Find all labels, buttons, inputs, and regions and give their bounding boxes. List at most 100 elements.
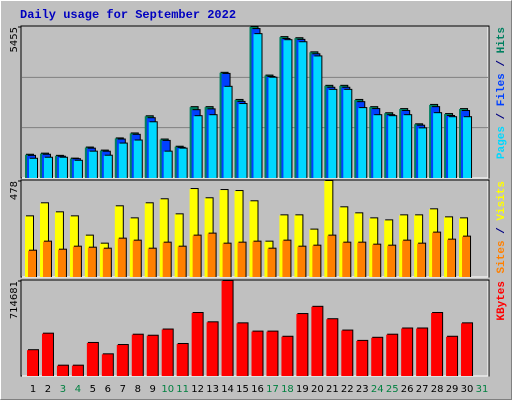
legend-separator: / [496,106,508,126]
bar [253,34,262,178]
bar [39,203,48,277]
bar [418,128,427,178]
bar [401,328,413,376]
x-tick-label: 17 [266,384,279,395]
bar [42,241,51,277]
bar [178,148,187,178]
x-tick-label: 20 [311,384,324,395]
bar [58,157,67,178]
bar [372,244,381,277]
bar [221,281,233,376]
bar [28,250,36,277]
bar [131,334,143,376]
x-tick-label: 12 [191,384,204,395]
bar [328,89,337,178]
bar [267,248,276,277]
x-tick-label: 24 [371,384,384,395]
bar [103,155,112,178]
x-tick-label: 26 [401,384,414,395]
bar [192,235,201,277]
x-tick-label: 8 [135,384,141,395]
x-tick-label: 30 [461,384,474,395]
bar [101,354,113,376]
x-tick-label: 31 [476,384,489,395]
x-tick-label: 27 [416,384,429,395]
bar [177,246,186,277]
bar [206,322,218,376]
x-tick-label: 1 [30,384,36,395]
legend: Sites / Visits [496,181,508,273]
bar [447,239,456,277]
bar [72,246,81,277]
bar [207,233,216,277]
bar [148,122,157,178]
x-tick-label: 10 [161,384,174,395]
bar [266,331,278,376]
bar [297,246,306,277]
bar [25,216,33,277]
bar [358,108,367,178]
bar [283,40,292,178]
bar [249,201,258,277]
x-tick-label: 14 [221,384,234,395]
legend-entry: Pages [496,126,508,159]
bar [252,241,261,277]
bar [448,117,457,178]
bar [159,199,168,277]
x-tick-label: 7 [120,384,126,395]
legend: Pages / Files / Hits [496,27,508,159]
bar [41,333,53,376]
bar [326,319,338,376]
bar [43,157,52,178]
bar [223,86,232,178]
bar [343,89,352,178]
legend-separator: / [496,221,508,241]
bar [174,214,183,277]
bar [133,140,142,178]
bar [144,203,153,277]
bar [146,335,158,376]
bar [446,336,458,376]
bar [73,160,82,178]
x-tick-label: 28 [431,384,444,395]
legend: KBytes [496,281,508,321]
legend-entry: Files [496,73,508,106]
bar [432,232,441,277]
bar [147,248,156,277]
bar [313,56,322,179]
bar [57,249,66,277]
x-tick-label: 2 [45,384,51,395]
x-tick-label: 18 [281,384,294,395]
bar [236,323,248,376]
bar [373,115,382,178]
legend-separator: / [496,53,508,73]
bar [238,104,247,178]
bar [327,235,336,277]
bar [356,340,368,376]
bar [29,158,37,178]
bar [342,242,351,277]
x-tick-label: 23 [356,384,369,395]
bar [298,42,307,179]
legend-entry: Visits [496,181,508,221]
bar [312,245,321,277]
bar [163,151,172,178]
bar [387,245,396,277]
bar [461,323,473,376]
bar [268,77,277,178]
bar [388,116,397,178]
bar [371,337,383,376]
x-tick-label: 6 [105,384,111,395]
bar [191,313,203,376]
bar [56,365,68,376]
bar [117,238,126,277]
bar [176,343,188,376]
bar [282,240,291,277]
bar [341,330,353,376]
legend-entry: KBytes [496,281,508,321]
bar [208,115,217,178]
x-tick-label: 3 [60,384,66,395]
bar [463,117,472,178]
bar [237,242,246,277]
bar [116,345,128,376]
